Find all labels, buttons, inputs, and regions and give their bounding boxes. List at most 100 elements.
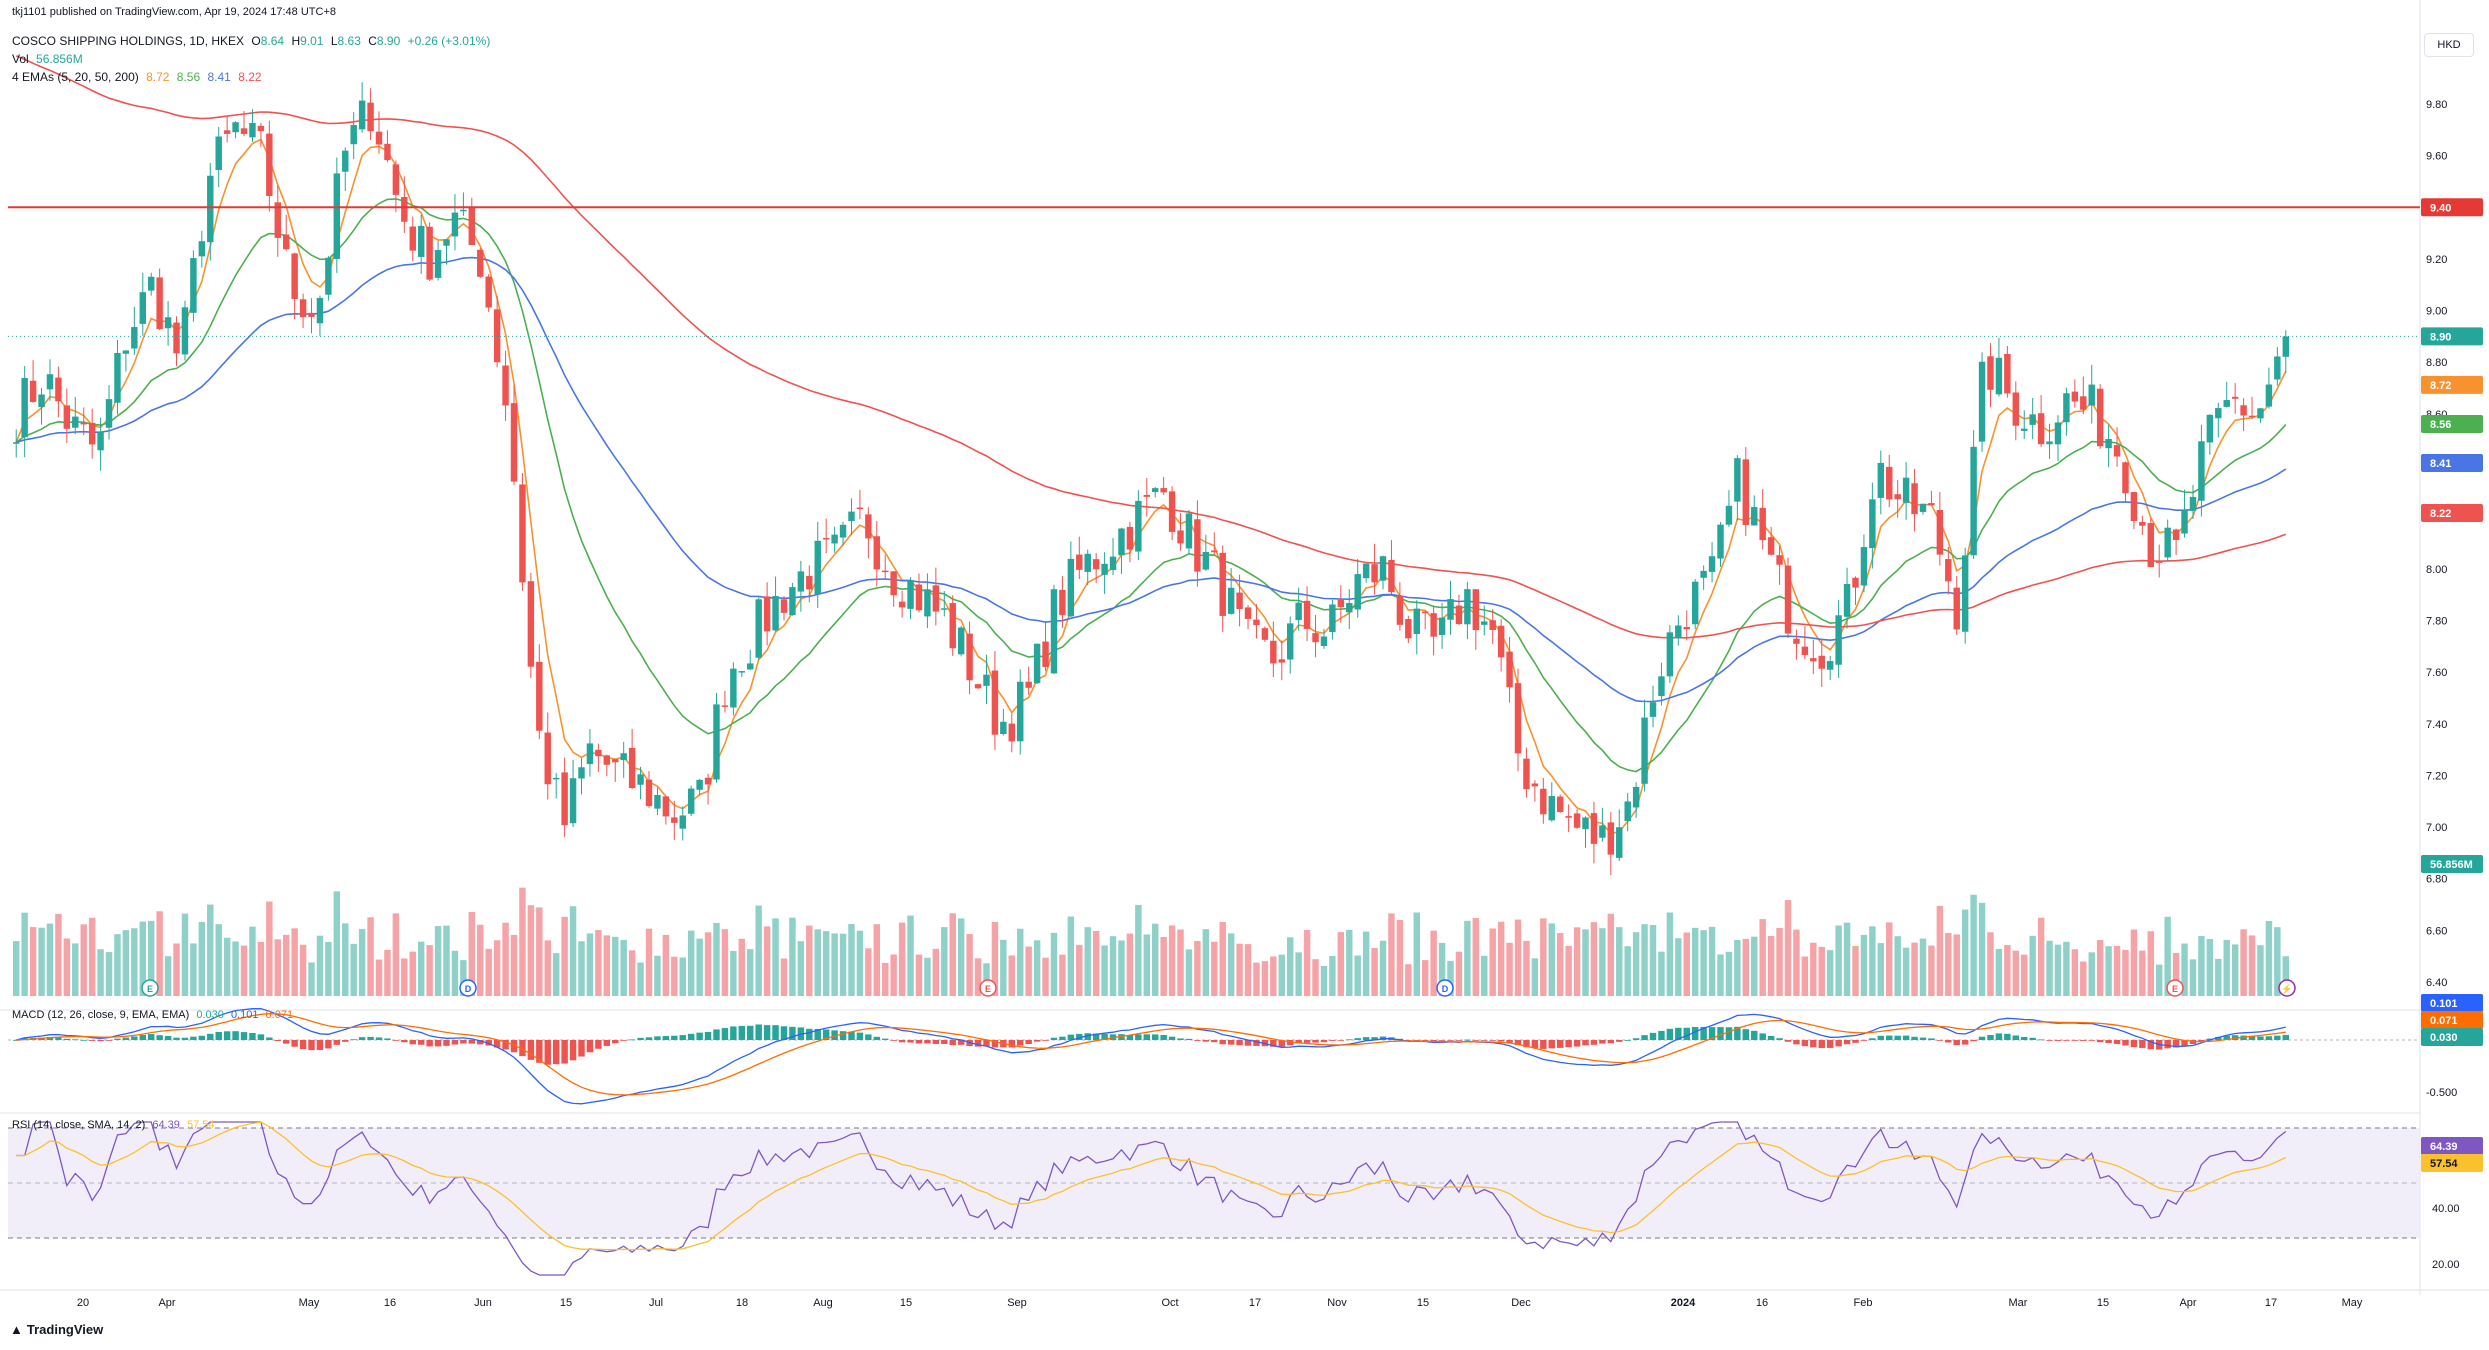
volume-bar (2223, 939, 2230, 996)
macd-hist-bar (1886, 1035, 1893, 1040)
candle-body (2037, 413, 2045, 445)
candle-body (1936, 510, 1944, 555)
macd-hist-bar (1497, 1040, 1505, 1042)
macd-hist-bar (873, 1036, 881, 1040)
event-marker-icon (2166, 979, 2184, 997)
volume-bar (1329, 956, 1336, 996)
macd-hist-bar (1928, 1038, 1935, 1040)
volume-bar (1717, 954, 1724, 996)
macd-scale-label: 0.071 (2430, 1015, 2458, 1027)
volume-bar (662, 934, 670, 996)
close-value: 8.90 (376, 34, 401, 48)
volume-bar (1270, 956, 1277, 996)
event-marker-icon (2278, 979, 2296, 997)
volume-bar (2080, 961, 2087, 996)
volume-bar (510, 934, 518, 996)
volume-bar (249, 926, 256, 996)
candle-body (848, 511, 855, 522)
volume-bar (1160, 936, 1167, 996)
volume-bar (198, 921, 206, 996)
macd-hist-bar (190, 1036, 197, 1040)
rsi-legend[interactable]: RSI (14, close, SMA, 14, 2) 64.39 57.54 (12, 1119, 218, 1131)
candle-body (477, 249, 484, 277)
symbol-legend[interactable]: COSCO SHIPPING HOLDINGS, 1D, HKEX O8.64 … (12, 34, 494, 48)
candle-body (358, 100, 366, 130)
volume-bar (1135, 904, 1142, 996)
price-tick-label: 7.00 (2426, 822, 2447, 834)
price-tick-label: 9.80 (2426, 99, 2447, 111)
macd-hist-bar (451, 1040, 459, 1045)
macd-hist-bar (2054, 1040, 2062, 1041)
candle-body (662, 796, 670, 817)
volume-bar (865, 948, 872, 996)
candle-body (1826, 661, 1834, 670)
candle-body (291, 253, 298, 299)
macd-hist-bar (2206, 1038, 2214, 1040)
macd-legend[interactable]: MACD (12, 26, close, 9, EMA, EMA) 0.030 … (12, 1009, 297, 1021)
time-tick-label: Aug (813, 1297, 833, 1309)
candle-body (569, 778, 577, 824)
candle-body (1928, 503, 1935, 506)
macd-hist-bar (2215, 1036, 2222, 1040)
volume-bar (1126, 933, 1134, 996)
candle-body (2105, 438, 2112, 449)
macd-scale-label-bg (2421, 1028, 2483, 1046)
candle-body (122, 350, 130, 354)
volume-bar (1649, 925, 1657, 996)
macd-hist-bar (882, 1038, 889, 1040)
rsi-tick-label: 20.00 (2432, 1259, 2460, 1271)
price-tick-label: 6.60 (2426, 925, 2447, 937)
macd-hist-bar (1784, 1040, 1792, 1042)
macd-hist-bar (1050, 1037, 1058, 1040)
macd-hist-bar (595, 1040, 602, 1049)
macd-hist-bar (822, 1029, 830, 1040)
candle-body (1877, 462, 1885, 498)
volume-bar (1067, 916, 1075, 996)
macd-hist-bar (1008, 1040, 1016, 1048)
volume-bar (1691, 927, 1699, 996)
volume-bar (772, 918, 779, 996)
volume-bar (2046, 940, 2053, 996)
macd-hist-bar (1337, 1040, 1345, 1041)
macd-hist-bar (1860, 1040, 1868, 1041)
candle-body (266, 133, 273, 197)
volume-bar (1464, 920, 1471, 996)
candle-body (1050, 589, 1058, 674)
candle-body (957, 627, 965, 655)
volume-bar (2257, 945, 2264, 996)
candle-body (1042, 641, 1049, 668)
macd-hist-bar (569, 1040, 577, 1061)
candle-body (915, 584, 923, 611)
volume-bar (164, 956, 172, 996)
macd-hist-bar (890, 1040, 897, 1041)
ema-legend[interactable]: 4 EMAs (5, 20, 50, 200) 8.72 8.56 8.41 8… (12, 70, 266, 84)
resistance-price-label-bg (2421, 198, 2483, 217)
macd-hist-bar (375, 1037, 383, 1040)
candle-body (1320, 636, 1328, 646)
tradingview-logo[interactable]: ▲ TradingView (10, 1322, 103, 1337)
volume-bar (173, 943, 180, 996)
candle-body (536, 661, 543, 731)
macd-hist-bar (1514, 1040, 1522, 1046)
candle-body (72, 416, 79, 428)
macd-hist-bar (2164, 1040, 2171, 1049)
candle-body (257, 125, 265, 132)
volume-legend[interactable]: Vol 56.856M (12, 52, 87, 66)
volume-bar (493, 940, 501, 996)
volume-bar (1894, 936, 1901, 996)
candle-body (97, 432, 104, 451)
macd-hist-bar (493, 1040, 501, 1048)
currency-button[interactable]: HKD (2424, 33, 2474, 57)
volume-bar (2240, 929, 2247, 996)
volume-bar (1244, 944, 1252, 996)
volume-bar (502, 922, 509, 996)
volume-bar (924, 957, 931, 996)
candle-body (687, 788, 695, 814)
candle-body (1953, 587, 1960, 630)
volume-bar (713, 923, 720, 996)
macd-hist-bar (468, 1040, 476, 1044)
candle-body (1767, 537, 1775, 555)
volume-bar (1810, 942, 1817, 996)
volume-bar (822, 931, 830, 996)
